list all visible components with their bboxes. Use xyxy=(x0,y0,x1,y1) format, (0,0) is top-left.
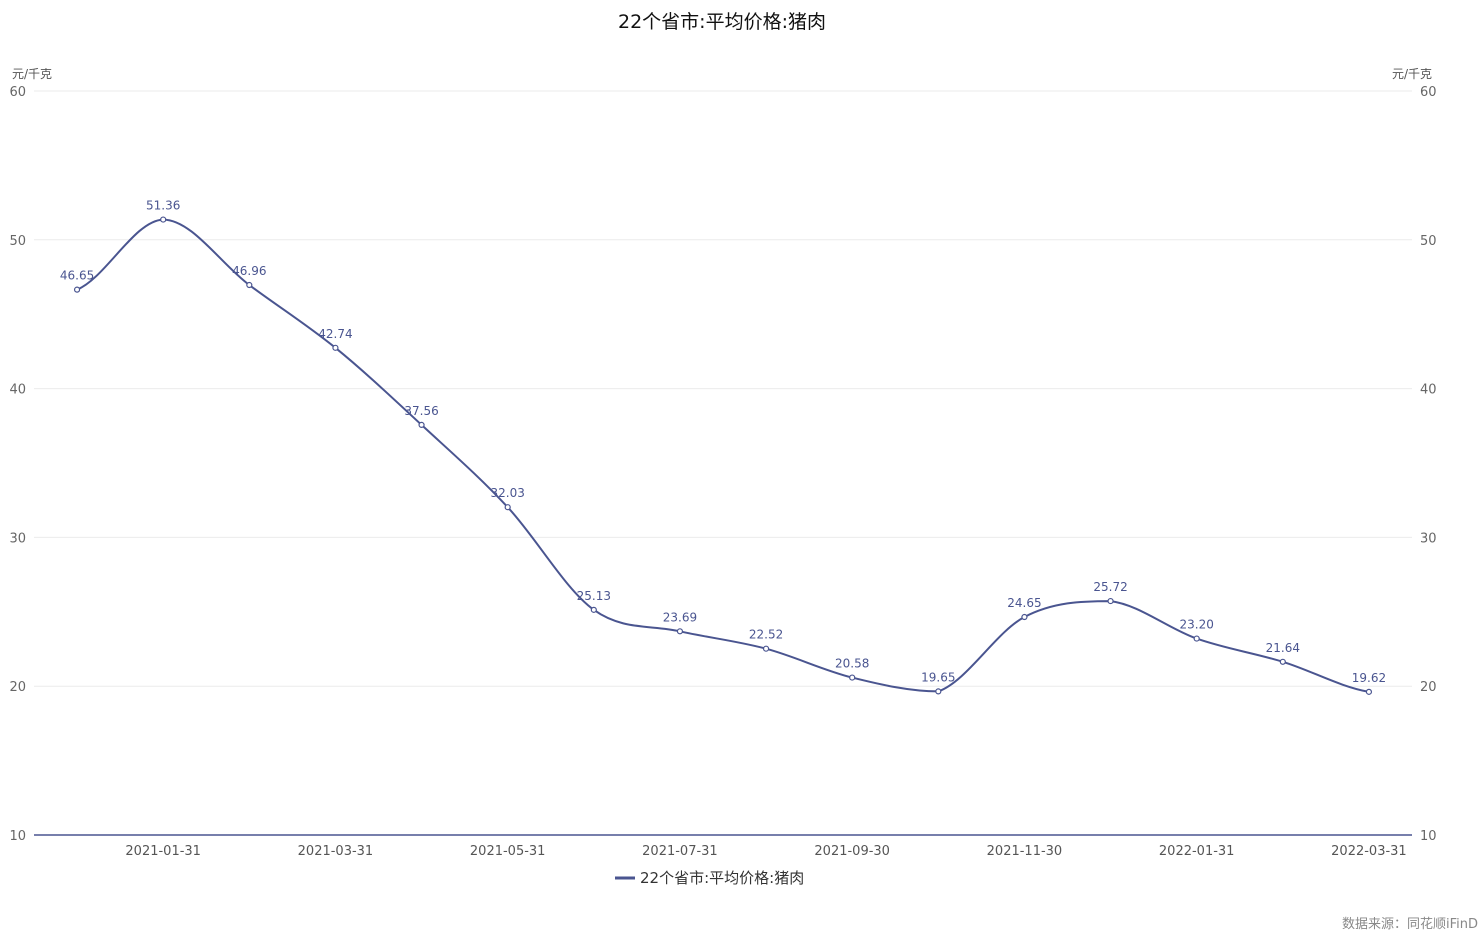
x-tick-label: 2021-03-31 xyxy=(298,844,374,859)
data-label: 22.52 xyxy=(749,628,783,642)
data-label: 19.65 xyxy=(921,670,955,684)
y-tick-right: 40 xyxy=(1420,383,1437,398)
data-point[interactable] xyxy=(935,688,942,695)
series-line xyxy=(76,218,1370,693)
x-tick-label: 2021-01-31 xyxy=(125,844,201,859)
data-point[interactable] xyxy=(246,281,253,289)
data-point[interactable] xyxy=(1365,688,1373,695)
data-label: 23.69 xyxy=(663,610,697,624)
data-label: 46.96 xyxy=(232,264,266,278)
data-labels: 46.65 51.36 46.96 42.74 37.56 32.03 25.13 23.69… xyxy=(60,199,1386,685)
data-label: 20.58 xyxy=(835,657,869,671)
y-tick-left: 60 xyxy=(9,85,26,100)
data-label: 23.20 xyxy=(1180,618,1214,632)
x-tick-label: 2021-07-31 xyxy=(642,844,718,859)
data-point[interactable] xyxy=(1193,635,1200,642)
data-label: 24.65 xyxy=(1007,596,1041,610)
left-axis-unit: 元/千克 xyxy=(12,67,52,81)
data-label: 21.64 xyxy=(1266,641,1300,655)
legend-label: 22个省市:平均价格:猪肉 xyxy=(640,869,804,887)
data-point[interactable] xyxy=(1107,597,1114,605)
source-note: 数据来源：同花顺iFinD xyxy=(1342,916,1478,932)
y-tick-right: 60 xyxy=(1420,85,1437,100)
y-tick-right: 30 xyxy=(1420,531,1437,546)
y-tick-left: 40 xyxy=(9,383,26,398)
data-label: 32.03 xyxy=(491,486,525,500)
data-point[interactable] xyxy=(332,344,339,351)
x-axis: 2021-01-31 2021-03-31 2021-05-31 2021-07-31… xyxy=(125,844,1406,859)
left-y-axis: 10 20 30 40 50 60 xyxy=(9,85,26,844)
x-tick-label: 2021-05-31 xyxy=(470,844,546,859)
chart-title: 22个省市:平均价格:猪肉 xyxy=(618,11,826,33)
data-point[interactable] xyxy=(762,645,770,652)
data-label: 46.65 xyxy=(60,269,94,283)
gridlines xyxy=(34,90,1412,687)
data-label: 42.74 xyxy=(318,327,352,341)
data-label: 51.36 xyxy=(146,199,180,213)
y-tick-left: 20 xyxy=(9,680,26,695)
data-point[interactable] xyxy=(418,421,425,429)
x-tick-label: 2022-03-31 xyxy=(1331,844,1407,859)
y-tick-left: 30 xyxy=(9,531,26,546)
y-tick-right: 50 xyxy=(1420,234,1437,249)
y-tick-right: 10 xyxy=(1420,829,1437,844)
data-label: 25.13 xyxy=(577,589,611,603)
data-point[interactable] xyxy=(849,674,856,681)
data-point[interactable] xyxy=(676,628,684,635)
data-point[interactable] xyxy=(590,606,597,613)
x-tick-label: 2021-09-30 xyxy=(814,844,890,859)
legend[interactable]: 22个省市:平均价格:猪肉 xyxy=(615,869,804,887)
data-point[interactable] xyxy=(1021,613,1028,621)
right-axis-unit: 元/千克 xyxy=(1392,67,1432,81)
data-point[interactable] xyxy=(1279,658,1286,665)
y-tick-right: 20 xyxy=(1420,680,1437,695)
x-tick-label: 2022-01-31 xyxy=(1159,844,1235,859)
data-label: 19.62 xyxy=(1352,671,1386,685)
y-tick-left: 50 xyxy=(9,234,26,249)
data-label: 25.72 xyxy=(1093,580,1127,594)
data-label: 37.56 xyxy=(404,404,438,418)
right-y-axis: 10 20 30 40 50 60 xyxy=(1420,85,1437,844)
y-tick-left: 10 xyxy=(9,829,26,844)
x-tick-label: 2021-11-30 xyxy=(987,844,1063,859)
data-point[interactable] xyxy=(73,286,81,293)
data-point[interactable] xyxy=(160,216,167,223)
data-points xyxy=(73,216,1373,695)
data-point[interactable] xyxy=(504,504,511,511)
